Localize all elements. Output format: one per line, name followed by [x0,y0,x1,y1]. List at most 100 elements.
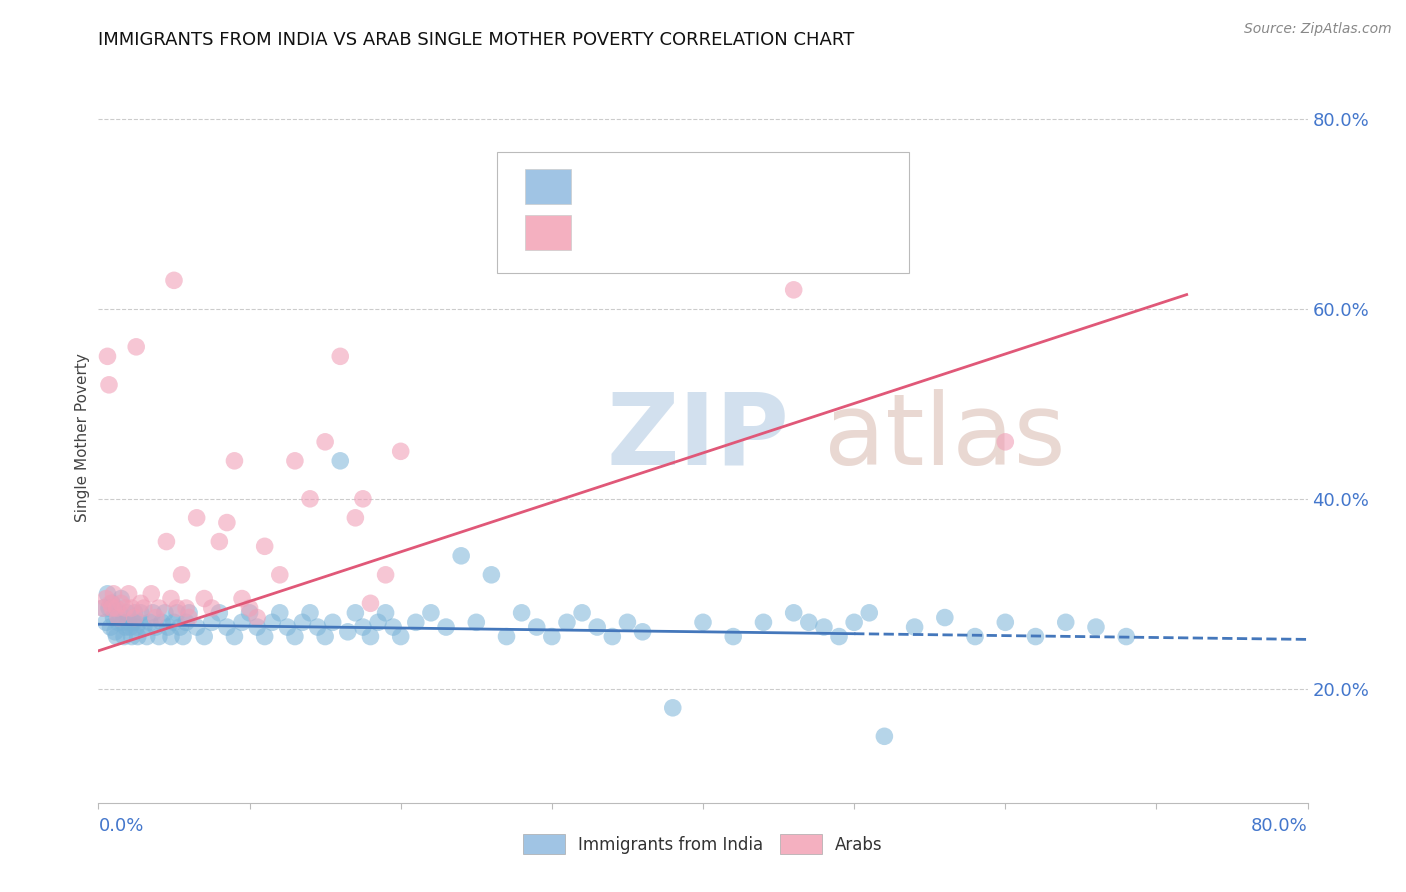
Point [107,615,129,630]
Point [723,630,745,644]
Point [208,606,231,620]
Text: 104: 104 [780,178,814,195]
Point [120,620,142,634]
Point [100,620,122,634]
Point [208,534,231,549]
FancyBboxPatch shape [526,169,571,203]
Point [231,591,253,606]
Point [145,620,167,634]
Point [450,549,472,563]
Point [169,620,191,634]
Point [336,624,359,639]
Point [344,511,367,525]
Point [510,606,533,620]
Point [783,606,806,620]
Point [118,587,141,601]
Point [166,601,188,615]
Y-axis label: Single Mother Poverty: Single Mother Poverty [75,352,90,522]
Point [121,601,143,615]
Point [239,606,262,620]
Point [110,591,132,606]
Point [135,630,157,644]
Point [352,491,374,506]
Point [139,615,162,630]
Point [179,610,201,624]
Point [105,601,128,615]
Point [246,610,269,624]
Point [215,620,238,634]
Point [352,620,374,634]
Point [555,615,578,630]
Point [125,620,148,634]
Point [156,620,179,634]
FancyBboxPatch shape [526,215,571,250]
Point [193,591,215,606]
Text: N =: N = [724,178,763,195]
Point [96,349,118,363]
Text: R =: R = [593,223,631,241]
Point [110,596,132,610]
Point [114,601,136,615]
Point [858,606,880,620]
Point [160,591,183,606]
Point [148,601,170,615]
Point [129,596,152,610]
Text: 0.452: 0.452 [638,223,696,241]
Point [389,630,412,644]
Point [141,587,163,601]
Point [155,534,177,549]
Point [269,567,291,582]
Point [420,606,443,620]
Point [111,615,134,630]
Point [1054,615,1077,630]
Point [239,601,262,615]
Point [495,630,517,644]
Point [224,630,246,644]
Point [246,620,269,634]
Point [127,630,149,644]
Point [118,615,141,630]
Point [616,615,638,630]
Point [115,606,138,620]
Point [96,587,118,601]
Point [91,601,114,615]
Point [174,615,197,630]
Point [661,701,683,715]
Text: IMMIGRANTS FROM INDIA VS ARAB SINGLE MOTHER POVERTY CORRELATION CHART: IMMIGRANTS FROM INDIA VS ARAB SINGLE MOT… [98,31,855,49]
Point [98,377,121,392]
Point [1085,620,1108,634]
Point [193,630,215,644]
Point [873,729,896,743]
Point [128,615,150,630]
Point [163,615,186,630]
Point [382,620,405,634]
Point [291,615,314,630]
Point [360,596,382,610]
Point [179,606,201,620]
Point [101,596,124,610]
Point [904,620,927,634]
Point [1024,630,1046,644]
Point [344,606,367,620]
Point [174,601,197,615]
Legend: Immigrants from India, Arabs: Immigrants from India, Arabs [516,828,890,860]
Point [934,610,956,624]
Point [107,610,129,624]
Point [602,630,624,644]
Point [166,606,188,620]
Point [100,596,122,610]
Point [163,273,186,287]
Point [112,630,135,644]
Point [631,624,654,639]
Point [389,444,412,458]
Point [405,615,427,630]
Point [314,434,336,449]
Point [104,624,127,639]
Point [125,340,148,354]
Point [262,615,284,630]
Point [170,567,193,582]
Point [108,606,131,620]
Text: Source: ZipAtlas.com: Source: ZipAtlas.com [1244,22,1392,37]
Text: atlas: atlas [824,389,1066,485]
Text: 49: 49 [780,223,808,241]
